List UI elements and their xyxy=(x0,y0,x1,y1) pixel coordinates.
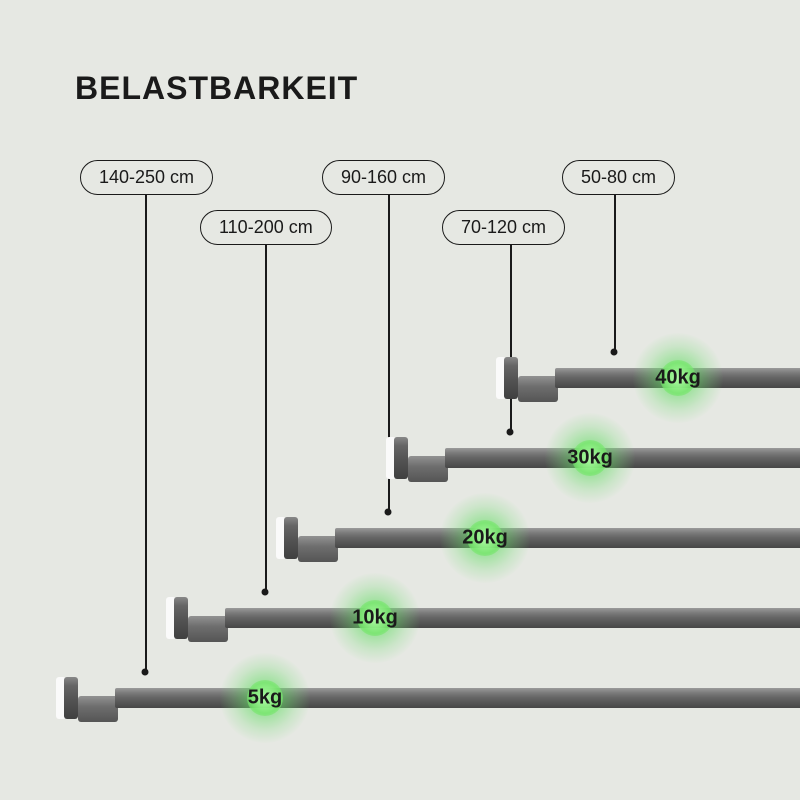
size-pill-2: 90-160 cm xyxy=(322,160,445,195)
weight-label: 30kg xyxy=(567,447,613,470)
rod-cap-icon xyxy=(280,517,326,559)
leader-line xyxy=(614,194,616,352)
weight-label: 20kg xyxy=(462,527,508,550)
leader-line xyxy=(145,194,147,672)
size-pill-4: 50-80 cm xyxy=(562,160,675,195)
rod-cap-icon xyxy=(500,357,546,399)
page-title: BELASTBARKEIT xyxy=(75,70,358,107)
leader-dot-icon xyxy=(611,349,618,356)
weight-label: 5kg xyxy=(248,687,282,710)
size-pill-3: 70-120 cm xyxy=(442,210,565,245)
rod-cap-icon xyxy=(60,677,106,719)
leader-dot-icon xyxy=(262,589,269,596)
tension-rod xyxy=(60,688,800,708)
leader-dot-icon xyxy=(507,429,514,436)
size-pill-1: 110-200 cm xyxy=(200,210,332,245)
rod-cap-icon xyxy=(170,597,216,639)
leader-dot-icon xyxy=(385,509,392,516)
tension-rod xyxy=(280,528,800,548)
leader-dot-icon xyxy=(142,669,149,676)
weight-label: 40kg xyxy=(655,367,701,390)
tension-rod xyxy=(170,608,800,628)
size-pill-0: 140-250 cm xyxy=(80,160,213,195)
weight-label: 10kg xyxy=(352,607,398,630)
leader-line xyxy=(510,244,512,432)
leader-line xyxy=(265,244,267,592)
tension-rod xyxy=(500,368,800,388)
rod-cap-icon xyxy=(390,437,436,479)
